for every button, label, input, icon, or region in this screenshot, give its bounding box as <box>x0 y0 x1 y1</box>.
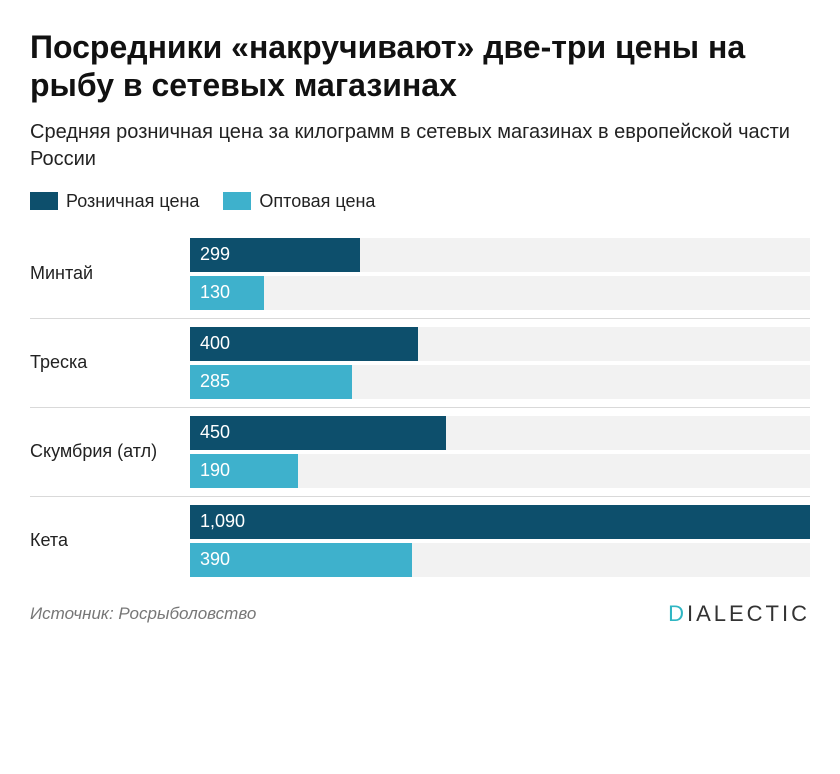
legend-swatch-retail <box>30 192 58 210</box>
chart-row: Скумбрия (атл)450190 <box>30 408 810 497</box>
chart-row: Треска400285 <box>30 319 810 408</box>
legend-swatch-wholesale <box>223 192 251 210</box>
chart-row: Кета1,090 390 <box>30 497 810 585</box>
wholesale-bar: 285 <box>190 365 352 399</box>
brand-highlight: D <box>668 601 687 626</box>
legend-item-wholesale: Оптовая цена <box>223 191 375 212</box>
chart-row: Минтай299130 <box>30 230 810 319</box>
retail-bar: 299 <box>190 238 360 272</box>
legend-label-retail: Розничная цена <box>66 191 199 212</box>
bar-chart: Минтай299130Треска400285Скумбрия (атл)45… <box>30 230 810 585</box>
row-label: Треска <box>30 327 190 399</box>
retail-track: 299 <box>190 238 810 272</box>
row-label: Кета <box>30 505 190 577</box>
wholesale-track: 390 <box>190 543 810 577</box>
brand-rest: IALECTIC <box>687 601 810 626</box>
wholesale-bar: 190 <box>190 454 298 488</box>
chart-subtitle: Средняя розничная цена за килограмм в се… <box>30 119 810 173</box>
row-label: Минтай <box>30 238 190 310</box>
retail-bar: 400 <box>190 327 418 361</box>
retail-track: 450 <box>190 416 810 450</box>
footer: Источник: Росрыболовство DIALECTIC <box>30 601 810 627</box>
brand-logo: DIALECTIC <box>668 601 810 627</box>
retail-track: 400 <box>190 327 810 361</box>
retail-track: 1,090 <box>190 505 810 539</box>
row-bars: 1,090 390 <box>190 505 810 577</box>
legend: Розничная цена Оптовая цена <box>30 191 810 212</box>
chart-title: Посредники «накручивают» две-три цены на… <box>30 28 810 105</box>
row-bars: 450190 <box>190 416 810 488</box>
wholesale-track: 190 <box>190 454 810 488</box>
wholesale-bar: 390 <box>190 543 412 577</box>
wholesale-track: 285 <box>190 365 810 399</box>
retail-bar: 1,090 <box>190 505 810 539</box>
legend-label-wholesale: Оптовая цена <box>259 191 375 212</box>
source-label: Источник: Росрыболовство <box>30 604 256 624</box>
legend-item-retail: Розничная цена <box>30 191 199 212</box>
row-label: Скумбрия (атл) <box>30 416 190 488</box>
row-bars: 400285 <box>190 327 810 399</box>
row-bars: 299130 <box>190 238 810 310</box>
wholesale-bar: 130 <box>190 276 264 310</box>
wholesale-track: 130 <box>190 276 810 310</box>
retail-bar: 450 <box>190 416 446 450</box>
